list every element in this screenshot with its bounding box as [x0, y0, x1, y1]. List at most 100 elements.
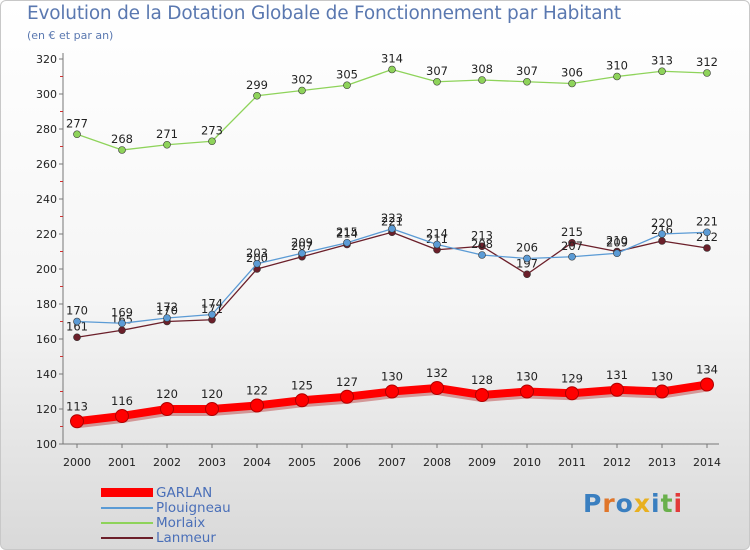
- x-tick-label: 2014: [693, 456, 721, 469]
- data-point: [655, 384, 669, 399]
- data-label: 129: [561, 371, 583, 385]
- legend-item: Morlaix: [101, 515, 301, 531]
- data-label: 307: [426, 64, 448, 78]
- data-point: [115, 409, 129, 423]
- data-label: 306: [561, 66, 583, 80]
- data-point: [118, 146, 126, 154]
- data-label: 130: [381, 370, 403, 384]
- y-tick-label: 240: [36, 193, 57, 206]
- chart-title: Evolution de la Dotation Globale de Fonc…: [27, 3, 621, 24]
- data-point: [658, 237, 666, 245]
- data-label: 125: [291, 378, 313, 392]
- data-point: [388, 65, 396, 74]
- y-tick-label: 120: [36, 403, 57, 416]
- data-point: [433, 240, 441, 249]
- data-label: 214: [426, 227, 448, 241]
- data-label: 209: [291, 235, 313, 249]
- data-label: 209: [606, 235, 628, 249]
- data-label: 207: [291, 239, 313, 253]
- legend-item: GARLAN: [101, 485, 301, 501]
- proxiti-logo: Proxiti: [583, 489, 683, 518]
- data-point: [70, 414, 84, 429]
- y-tick-label: 200: [36, 263, 57, 276]
- data-label: 268: [111, 132, 133, 146]
- y-tick-label: 160: [36, 333, 57, 346]
- data-point: [343, 81, 351, 90]
- data-label: 131: [606, 368, 628, 382]
- x-tick-label: 2002: [153, 456, 181, 469]
- data-label: 208: [471, 237, 493, 251]
- data-point: [208, 310, 216, 319]
- data-label: 314: [381, 52, 403, 66]
- data-label: 206: [516, 241, 538, 255]
- series-garlan: 113 116 120 120 122 125 127 130 132 128 130 129 131 1…: [66, 363, 718, 429]
- data-point: [703, 228, 711, 237]
- data-label: 134: [696, 363, 718, 377]
- data-point: [658, 230, 666, 238]
- data-label: 169: [111, 305, 133, 319]
- data-label: 310: [606, 59, 628, 73]
- data-point: [478, 76, 486, 84]
- data-point: [703, 69, 711, 77]
- logo-letter: i: [673, 489, 684, 518]
- x-tick-label: 2006: [333, 456, 361, 469]
- legend-label: Plouigneau: [156, 500, 231, 516]
- legend-swatch: [101, 537, 153, 539]
- data-label: 170: [66, 304, 88, 318]
- y-tick-label: 300: [36, 88, 57, 101]
- data-label: 132: [426, 366, 448, 380]
- data-point: [568, 252, 576, 261]
- data-point: [430, 381, 444, 395]
- data-label: 215: [336, 225, 358, 239]
- data-label: 308: [471, 62, 493, 76]
- data-point: [385, 384, 399, 399]
- x-tick-label: 2005: [288, 456, 316, 469]
- data-label: 221: [696, 214, 718, 228]
- data-label: 113: [66, 399, 88, 413]
- data-label: 215: [561, 225, 583, 239]
- data-label: 307: [516, 64, 538, 78]
- data-label: 273: [201, 123, 223, 137]
- data-label: 203: [246, 246, 268, 260]
- data-label: 302: [291, 73, 313, 87]
- data-point: [163, 314, 171, 322]
- chart-subtitle: (en € et par an): [27, 29, 114, 42]
- data-point: [658, 67, 666, 76]
- data-label: 277: [66, 116, 88, 130]
- data-point: [433, 77, 441, 86]
- data-label: 161: [66, 319, 88, 333]
- data-label: 120: [201, 387, 223, 401]
- data-point: [298, 249, 306, 258]
- legend-item: Lanmeur: [101, 530, 301, 546]
- data-point: [205, 402, 219, 416]
- data-point: [703, 244, 711, 252]
- data-point: [610, 382, 624, 397]
- x-tick-label: 2011: [558, 456, 586, 469]
- x-tick-label: 2007: [378, 456, 406, 469]
- y-tick-label: 320: [36, 53, 57, 66]
- data-label: 312: [696, 55, 718, 69]
- data-point: [475, 388, 489, 402]
- data-label: 130: [516, 370, 538, 384]
- data-point: [613, 72, 621, 81]
- data-point: [295, 393, 309, 408]
- data-label: 128: [471, 373, 493, 387]
- legend-swatch: [101, 522, 153, 524]
- data-label: 220: [651, 216, 673, 230]
- data-label: 207: [561, 239, 583, 253]
- data-point: [478, 251, 486, 259]
- data-label: 130: [651, 370, 673, 384]
- data-point: [523, 254, 531, 263]
- data-point: [388, 224, 396, 233]
- data-point: [565, 386, 579, 401]
- x-tick-label: 2003: [198, 456, 226, 469]
- y-tick-label: 280: [36, 123, 57, 136]
- data-point: [73, 130, 81, 139]
- x-tick-label: 2001: [108, 456, 136, 469]
- y-tick-label: 100: [36, 438, 57, 451]
- legend-item: Plouigneau: [101, 500, 301, 516]
- logo-letter: t: [660, 489, 674, 518]
- x-tick-label: 2010: [513, 456, 541, 469]
- data-label: 122: [246, 384, 268, 398]
